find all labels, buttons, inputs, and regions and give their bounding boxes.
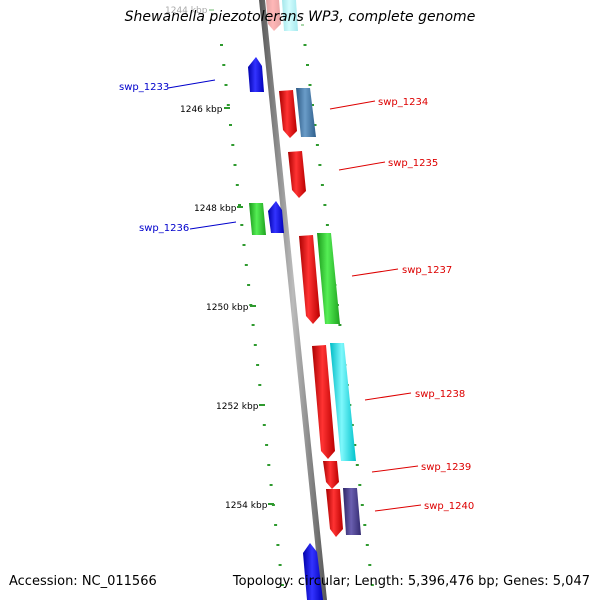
scale-label: 1246 kbp bbox=[180, 105, 223, 115]
gene-swp-1237[interactable] bbox=[299, 233, 340, 324]
genome-backbone bbox=[259, 0, 327, 600]
gene-swp-1241[interactable] bbox=[303, 543, 323, 600]
gene-leader-lines bbox=[167, 79, 422, 512]
gene-label-swp-1234[interactable]: swp_1234 bbox=[378, 97, 428, 108]
gene-label-swp-1240[interactable]: swp_1240 bbox=[424, 501, 474, 512]
gene-label-swp-1235[interactable]: swp_1235 bbox=[388, 158, 438, 169]
gene-swp-1233[interactable] bbox=[248, 57, 264, 92]
gene-swp-1240[interactable] bbox=[326, 488, 361, 537]
scale-label-ticks bbox=[209, 9, 274, 505]
gene-label-swp-1239[interactable]: swp_1239 bbox=[421, 462, 471, 473]
gene-label-swp-1237[interactable]: swp_1237 bbox=[402, 265, 452, 276]
scale-label: 1244 kbp bbox=[165, 6, 208, 16]
accession-text: Accession: NC_011566 bbox=[9, 574, 157, 589]
scale-labels: 1244 kbp 1246 kbp 1248 kbp 1250 kbp 1252… bbox=[165, 6, 268, 511]
topology-text: Topology: circular; Length: 5,396,476 bp… bbox=[232, 574, 590, 589]
scale-label: 1254 kbp bbox=[225, 501, 268, 511]
gene-label-swp-1238[interactable]: swp_1238 bbox=[415, 389, 465, 400]
gene-swp-1239[interactable] bbox=[323, 461, 339, 489]
gene-label-swp-1236[interactable]: swp_1236 bbox=[139, 223, 189, 234]
scale-label: 1248 kbp bbox=[194, 204, 237, 214]
gene-swp-1238[interactable] bbox=[312, 343, 356, 461]
gene-label-swp-1233[interactable]: swp_1233 bbox=[119, 82, 169, 93]
gene-labels: swp_1233 swp_1234 swp_1235 swp_1236 swp_… bbox=[119, 82, 474, 512]
gene-swp-1232-faint bbox=[266, 0, 298, 31]
scale-label: 1250 kbp bbox=[206, 303, 249, 313]
scale-label: 1252 kbp bbox=[216, 402, 259, 412]
gene-swp-1235[interactable] bbox=[288, 151, 306, 198]
map-title: Shewanella piezotolerans WP3, complete g… bbox=[124, 9, 476, 25]
gene-swp-1236[interactable] bbox=[249, 201, 284, 235]
gene-swp-1234[interactable] bbox=[279, 88, 316, 138]
